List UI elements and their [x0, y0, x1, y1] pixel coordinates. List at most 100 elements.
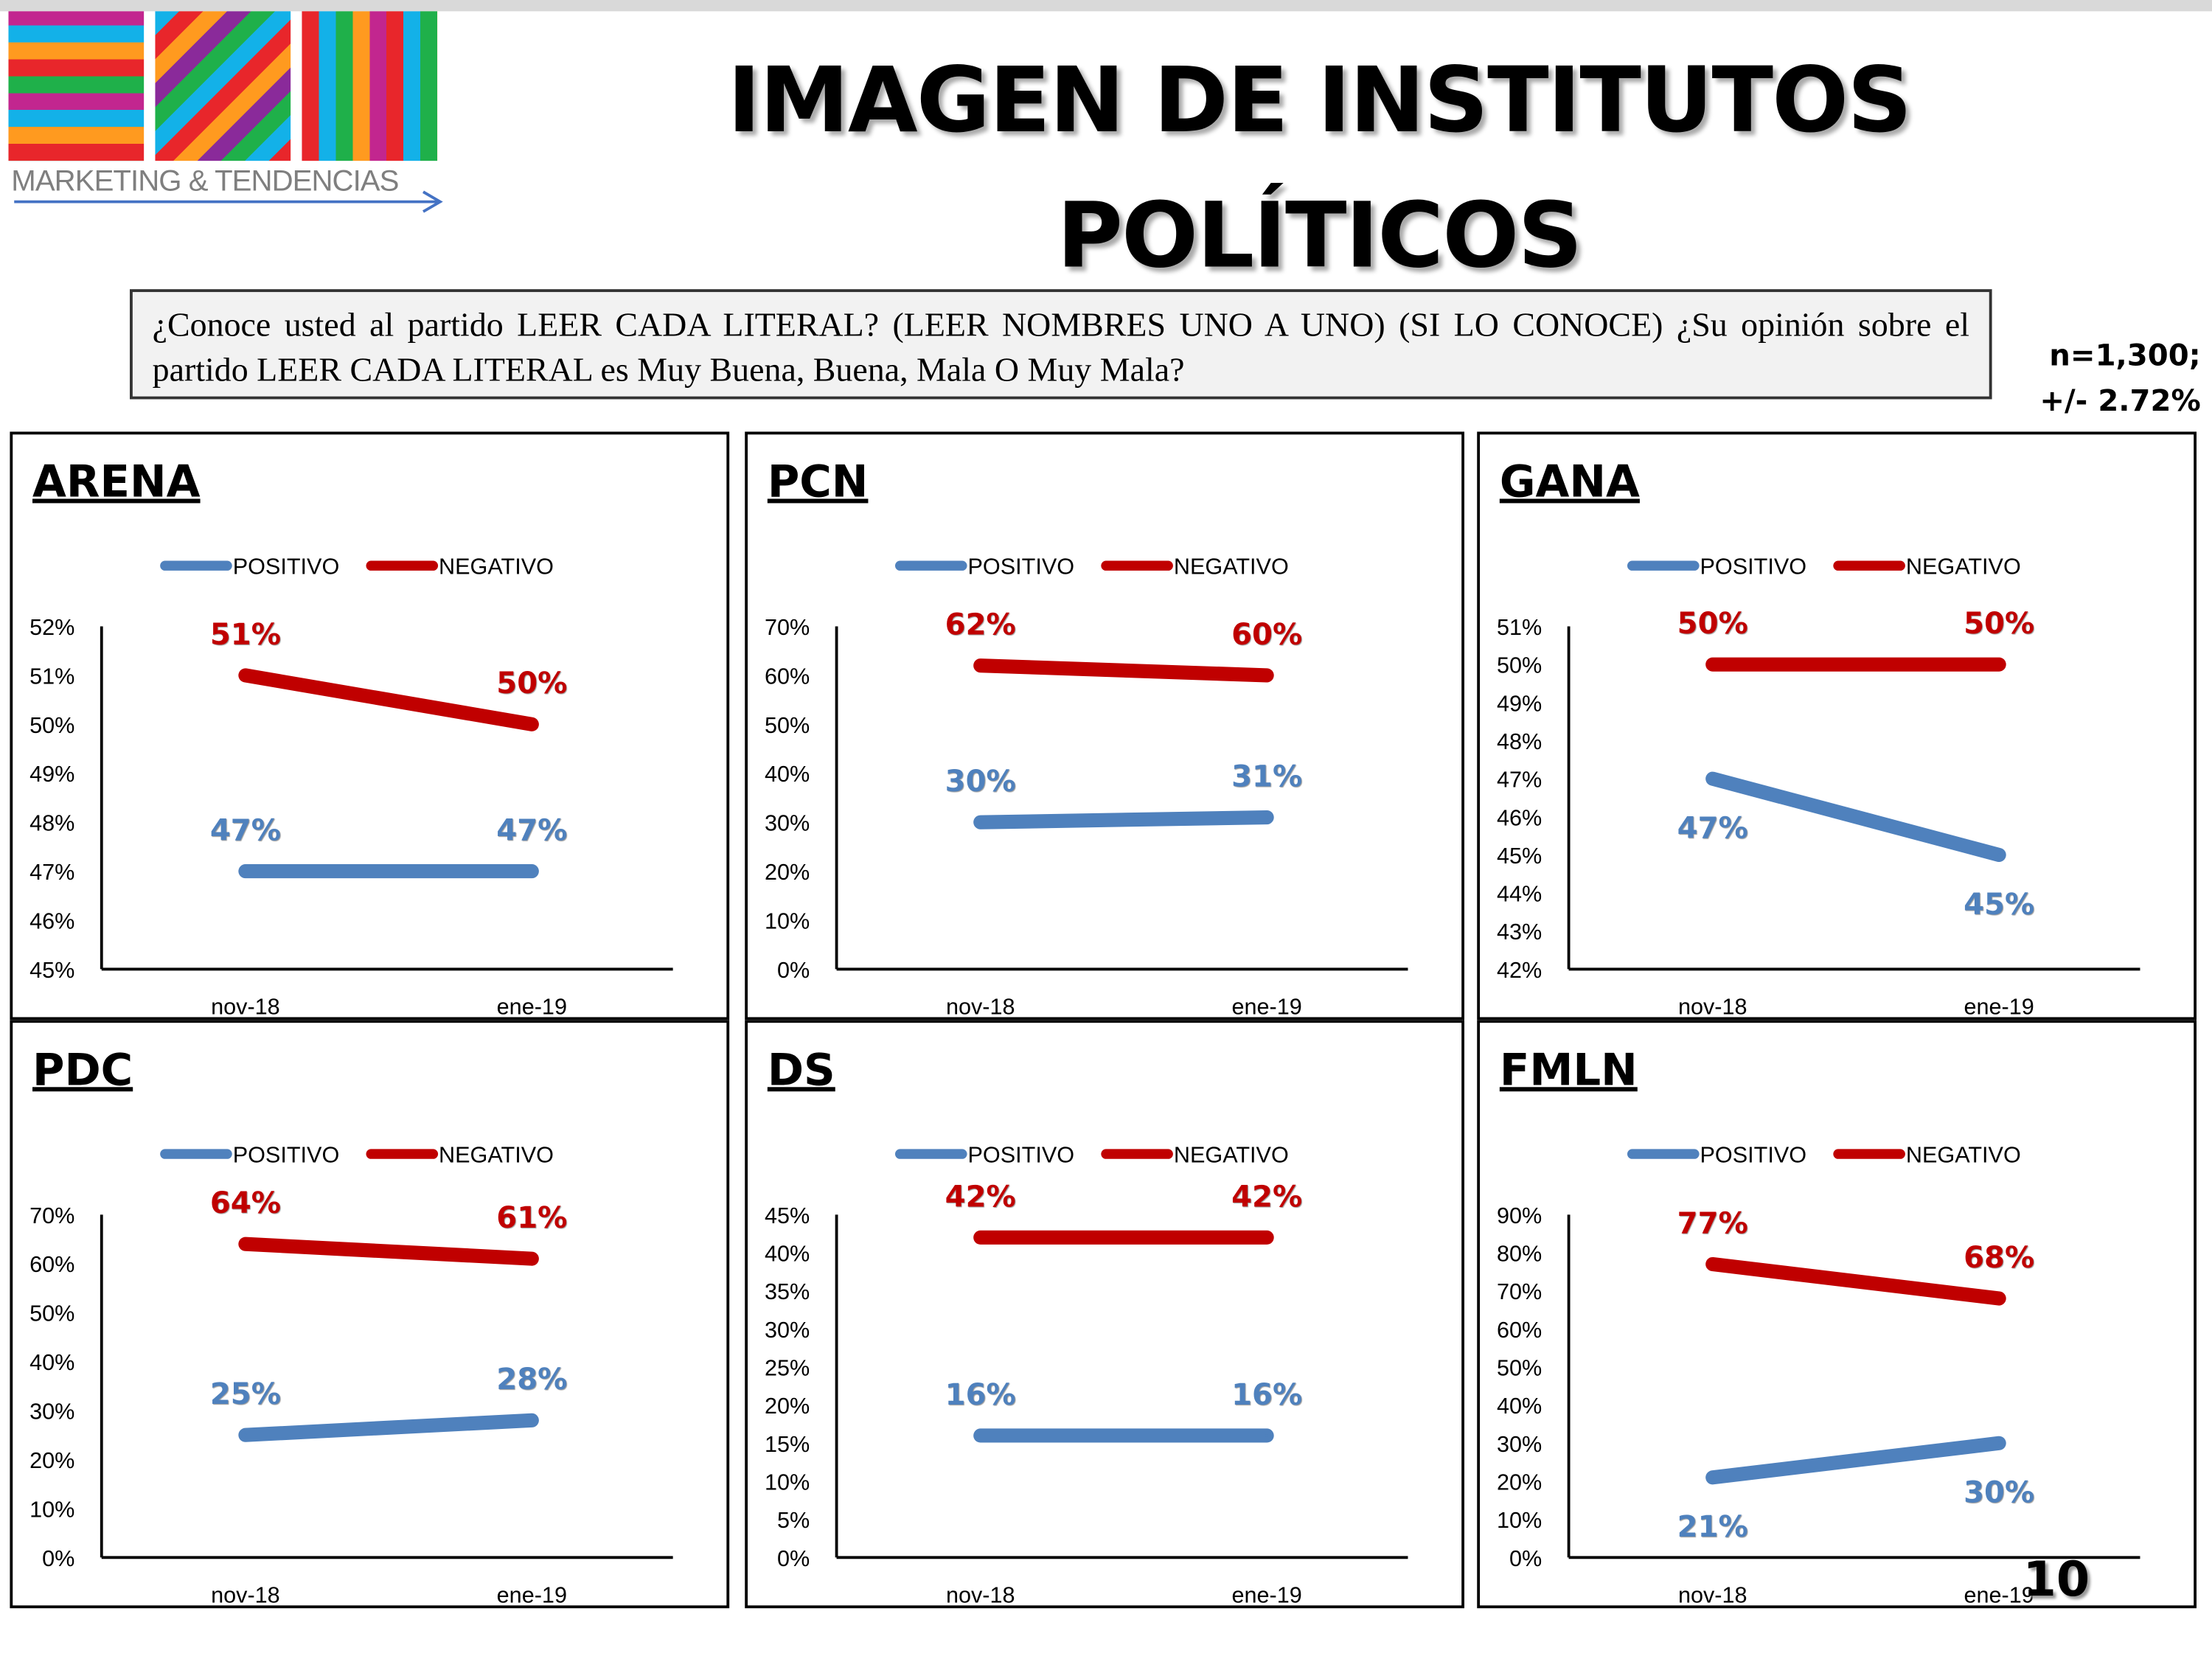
- y-tick-label: 40%: [29, 1350, 74, 1375]
- chart-panel-ds: DS POSITIVO NEGATIVO 0% 5% 10% 15% 20% 25% 30% 35%…: [745, 1020, 1465, 1609]
- logo-text: MARKETING & TENDENCIAS: [11, 164, 399, 198]
- page-title: IMAGEN DE INSTITUTOS POLÍTICOS: [663, 34, 1975, 305]
- y-tick-label: 44%: [1497, 882, 1542, 907]
- y-tick-label: 70%: [765, 615, 810, 640]
- chart-title: PDC: [32, 1044, 133, 1095]
- y-tick-label: 50%: [765, 713, 810, 738]
- chart-title: ARENA: [32, 456, 201, 507]
- logo-tile-arrows-diagonal: [155, 11, 291, 161]
- data-point-positivo: [1265, 815, 1269, 819]
- x-tick-label: ene-19: [1964, 1583, 2034, 1608]
- y-tick-label: 20%: [29, 1448, 74, 1473]
- data-point-negativo: [1997, 663, 2001, 667]
- data-point-negativo: [1711, 663, 1714, 667]
- y-tick-label: 0%: [777, 958, 810, 983]
- y-tick-label: 45%: [29, 958, 74, 983]
- y-tick-label: 51%: [1497, 615, 1542, 640]
- y-tick-label: 45%: [1497, 844, 1542, 869]
- legend-label-negativo: NEGATIVO: [439, 554, 554, 580]
- company-logo: [8, 11, 438, 164]
- data-point-negativo: [530, 723, 534, 726]
- data-point-positivo: [530, 869, 534, 873]
- legend-label-negativo: NEGATIVO: [1906, 554, 2021, 580]
- legend-label-negativo: NEGATIVO: [439, 1143, 554, 1168]
- page-number: 10: [2023, 1551, 2090, 1609]
- legend-label-positivo: POSITIVO: [968, 1143, 1075, 1168]
- x-tick-label: nov-18: [211, 1583, 280, 1608]
- chart-gana: GANA POSITIVO NEGATIVO 42% 43% 44% 45% 46% 47% 48…: [1497, 456, 2140, 1020]
- y-tick-label: 20%: [1497, 1470, 1542, 1495]
- data-point-positivo: [244, 869, 247, 873]
- y-tick-label: 30%: [765, 1318, 810, 1343]
- y-tick-label: 60%: [765, 664, 810, 689]
- chart-title: FMLN: [1500, 1044, 1638, 1095]
- y-tick-label: 30%: [29, 1399, 74, 1425]
- y-tick-label: 20%: [765, 860, 810, 885]
- y-tick-label: 10%: [765, 1470, 810, 1495]
- sample-info: n=1,300; +/- 2.72%: [2003, 333, 2201, 423]
- legend-label-positivo: POSITIVO: [1700, 554, 1807, 580]
- y-tick-label: 42%: [1497, 958, 1542, 983]
- series-line-positivo: [238, 1413, 539, 1442]
- top-bar: [0, 0, 2212, 12]
- sample-size: n=1,300;: [2049, 338, 2201, 373]
- y-tick-label: 40%: [765, 1241, 810, 1266]
- data-point-positivo: [1711, 1475, 1714, 1479]
- data-label-negativo: 50%: [1964, 607, 2034, 641]
- data-point-positivo: [978, 821, 982, 824]
- x-tick-label: nov-18: [1678, 995, 1747, 1020]
- data-label-positivo: 28%: [496, 1363, 567, 1397]
- y-tick-label: 50%: [1497, 1355, 1542, 1380]
- chart-title: PCN: [768, 456, 869, 507]
- data-label-negativo: 68%: [1964, 1241, 2034, 1275]
- x-tick-label: ene-19: [497, 995, 567, 1020]
- data-label-negativo: 64%: [210, 1186, 281, 1220]
- legend-label-positivo: POSITIVO: [1700, 1143, 1807, 1168]
- y-tick-label: 49%: [1497, 691, 1542, 716]
- y-tick-label: 30%: [1497, 1432, 1542, 1457]
- y-tick-label: 50%: [1497, 653, 1542, 678]
- data-point-positivo: [1997, 1441, 2001, 1445]
- margin-of-error: +/- 2.72%: [2039, 383, 2201, 418]
- x-tick-label: ene-19: [497, 1583, 567, 1608]
- series-line-negativo: [238, 668, 539, 731]
- y-tick-label: 46%: [1497, 805, 1542, 830]
- logo-arrow-icon: [14, 190, 443, 213]
- data-label-positivo: 16%: [1231, 1378, 1302, 1412]
- y-tick-label: 49%: [29, 762, 74, 787]
- data-point-negativo: [1265, 674, 1269, 677]
- data-label-positivo: 25%: [210, 1377, 281, 1411]
- chart-ds: DS POSITIVO NEGATIVO 0% 5% 10% 15% 20% 25% 30% 35%…: [765, 1044, 1408, 1608]
- title-line-1: IMAGEN DE INSTITUTOS: [727, 49, 1912, 154]
- y-tick-label: 5%: [777, 1508, 810, 1533]
- data-label-positivo: 47%: [496, 814, 567, 848]
- x-tick-label: ene-19: [1231, 1583, 1301, 1608]
- chart-panel-pcn: PCN POSITIVO NEGATIVO 0% 10% 20% 30% 40% 50% 60% 7…: [745, 431, 1465, 1020]
- series-line-negativo: [238, 1237, 539, 1266]
- y-tick-label: 0%: [777, 1546, 810, 1571]
- chart-arena: ARENA POSITIVO NEGATIVO 45% 46% 47% 48% 49% 50% 5…: [29, 456, 673, 1020]
- data-label-negativo: 42%: [945, 1180, 1016, 1214]
- x-tick-label: ene-19: [1231, 995, 1301, 1020]
- data-point-positivo: [1997, 853, 2001, 857]
- series-line-positivo: [973, 810, 1274, 830]
- x-tick-label: nov-18: [946, 995, 1015, 1020]
- data-label-positivo: 30%: [1964, 1476, 2034, 1510]
- y-tick-label: 10%: [1497, 1508, 1542, 1533]
- legend-label-positivo: POSITIVO: [233, 1143, 340, 1168]
- chart-title: DS: [768, 1044, 835, 1095]
- data-label-negativo: 50%: [1677, 607, 1748, 641]
- y-tick-label: 30%: [765, 811, 810, 836]
- data-label-positivo: 47%: [210, 814, 281, 848]
- data-point-negativo: [1711, 1262, 1714, 1266]
- data-label-positivo: 16%: [945, 1378, 1016, 1412]
- chart-panel-gana: GANA POSITIVO NEGATIVO 42% 43% 44% 45% 46% 47% 48…: [1477, 431, 2197, 1020]
- chart-panel-arena: ARENA POSITIVO NEGATIVO 45% 46% 47% 48% 49% 50% 5…: [10, 431, 730, 1020]
- series-line-positivo: [1705, 1436, 2006, 1485]
- y-tick-label: 48%: [1497, 729, 1542, 754]
- data-point-positivo: [244, 1433, 247, 1437]
- x-tick-label: nov-18: [946, 1583, 1015, 1608]
- data-label-positivo: 31%: [1231, 759, 1302, 793]
- y-tick-label: 35%: [765, 1279, 810, 1304]
- y-tick-label: 43%: [1497, 919, 1542, 945]
